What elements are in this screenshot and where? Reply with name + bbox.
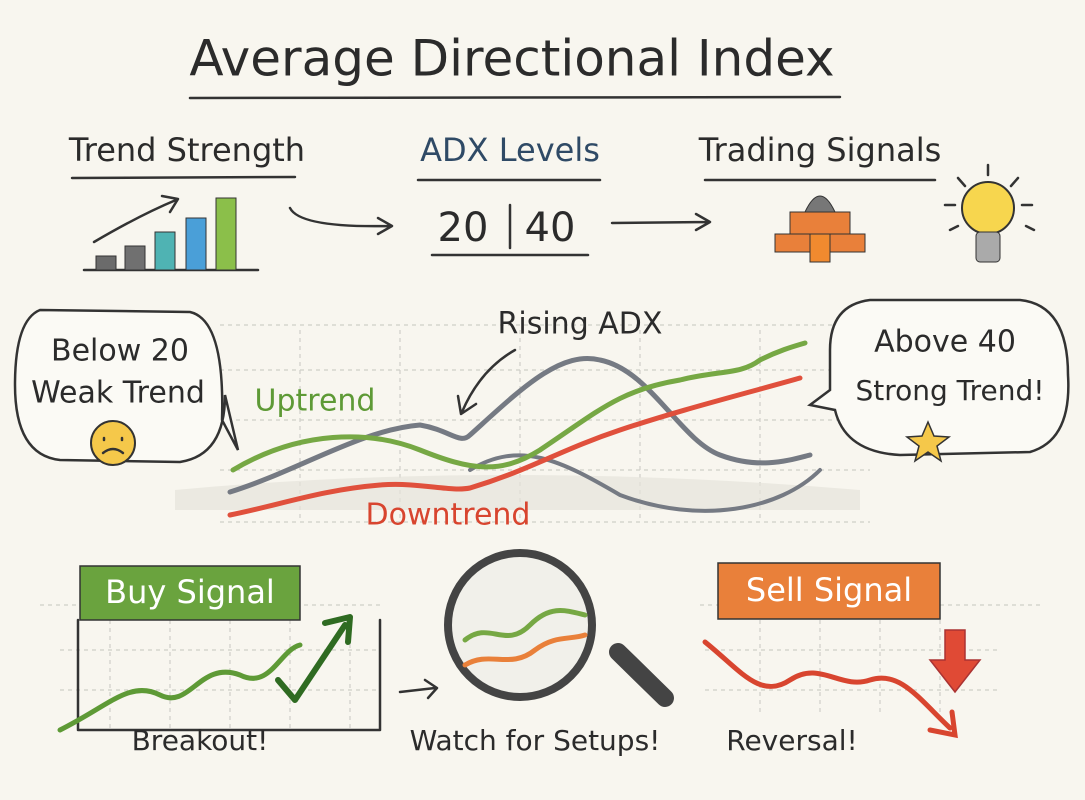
icon-bar bbox=[124, 245, 146, 271]
title: Average Directional Index bbox=[189, 30, 834, 88]
underline bbox=[70, 175, 297, 180]
shading bbox=[175, 475, 860, 510]
chart-frame bbox=[76, 618, 382, 732]
buy-signal-box bbox=[79, 565, 301, 621]
candle-icon bbox=[809, 233, 831, 263]
lens-line bbox=[462, 608, 588, 643]
rising-adx-label: Rising ADX bbox=[498, 307, 663, 342]
bubble-text: Strong Trend! bbox=[855, 374, 1044, 407]
flow-arrow bbox=[610, 212, 712, 232]
down-arrow bbox=[928, 629, 982, 694]
downtrend-label: Downtrend bbox=[366, 498, 531, 533]
flow-arrow bbox=[288, 206, 394, 236]
magnifier-handle bbox=[609, 643, 674, 707]
icon-bar bbox=[185, 217, 207, 271]
candle-icon bbox=[804, 195, 836, 213]
title-underline bbox=[188, 95, 842, 100]
watch-label: Watch for Setups! bbox=[410, 724, 661, 757]
flow-arrow bbox=[398, 678, 439, 700]
sell-signal-box bbox=[717, 562, 941, 620]
icon-bar bbox=[95, 255, 117, 271]
sad-face bbox=[90, 420, 136, 466]
trend-arrow bbox=[92, 194, 180, 244]
star bbox=[904, 420, 952, 463]
sell-line bbox=[702, 639, 953, 731]
downtrend-line bbox=[227, 375, 803, 518]
bulb bbox=[961, 181, 1015, 235]
speech-bubble bbox=[807, 298, 1070, 457]
lens-line bbox=[462, 632, 588, 668]
adx-low: 20 bbox=[438, 205, 489, 251]
sell-signal-label: Sell Signal bbox=[746, 571, 912, 609]
buy-signal-label: Buy Signal bbox=[105, 573, 275, 611]
adx-high: 40 bbox=[525, 205, 576, 251]
reversal-label: Reversal! bbox=[726, 724, 857, 757]
bulb-base bbox=[975, 231, 1001, 263]
check-arrow bbox=[275, 614, 353, 703]
candle-icon bbox=[789, 211, 851, 235]
icon-bar bbox=[154, 231, 176, 271]
bulb-rays bbox=[943, 163, 1036, 232]
breakout-label: Breakout! bbox=[132, 724, 269, 757]
bubble-text: Weak Trend bbox=[31, 376, 205, 411]
bubble-text: Above 40 bbox=[874, 325, 1016, 360]
pointer-arrow bbox=[456, 348, 517, 416]
adx-levels-label: ADX Levels bbox=[420, 131, 600, 169]
magnifier-lens bbox=[444, 549, 596, 701]
sell-arrowhead bbox=[927, 709, 958, 739]
bubble-text: Below 20 bbox=[51, 334, 189, 369]
trend-strength-label: Trend Strength bbox=[68, 131, 305, 169]
uptrend-line bbox=[230, 340, 808, 473]
buy-line bbox=[57, 642, 303, 733]
speech-bubble bbox=[13, 308, 240, 464]
sad-face-features bbox=[101, 436, 125, 455]
uptrend-label: Uptrend bbox=[255, 384, 376, 419]
icon-bar bbox=[215, 197, 237, 271]
trading-signals-label: Trading Signals bbox=[698, 131, 942, 169]
adx-line bbox=[468, 453, 822, 513]
